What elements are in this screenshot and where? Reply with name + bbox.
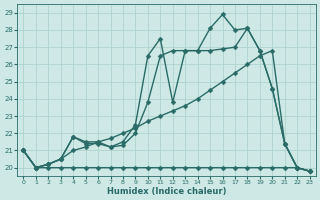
X-axis label: Humidex (Indice chaleur): Humidex (Indice chaleur) (107, 187, 226, 196)
